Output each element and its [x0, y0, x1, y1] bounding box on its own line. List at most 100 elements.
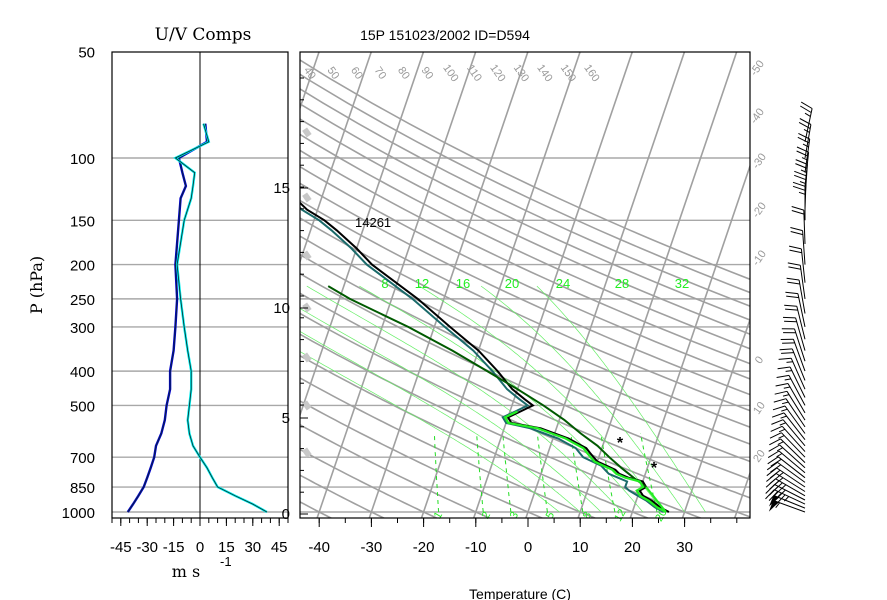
isotherm [786, 17, 887, 519]
height-tick-label: 5 [282, 410, 290, 427]
barb-staff [804, 138, 811, 173]
temperature-tick-label: 20 [624, 539, 641, 556]
temperature-tick-label: 0 [524, 539, 532, 556]
isotherm [0, 17, 122, 519]
barb-half [783, 496, 790, 502]
barb-half [775, 502, 780, 509]
barb-staff [799, 265, 806, 299]
barb-full [767, 456, 779, 465]
barb-full [769, 469, 781, 479]
moist-adiabat [359, 285, 644, 513]
isotherm [733, 470, 750, 518]
barb-full [777, 366, 791, 370]
barb-half [778, 435, 785, 439]
uv-line-outline-0 [127, 123, 208, 513]
pressure-ticks: 50 100 150 200 250 300 400 500 700 850 1000 [62, 44, 95, 522]
barb-staff [788, 375, 806, 406]
isotherm [300, 52, 320, 111]
uv-x-axis-exponent: -1 [220, 554, 232, 569]
barb-full [786, 295, 799, 299]
level-marker: * [617, 435, 624, 452]
barb-half [777, 441, 784, 446]
isotherm [368, 52, 529, 518]
barb-staff [777, 461, 806, 483]
height-tick-label: 15 [273, 180, 290, 197]
parcel-lower-green [503, 410, 667, 513]
barb-full [775, 383, 789, 387]
barb-full [774, 390, 788, 395]
grey-line-tag [302, 302, 312, 313]
mixing-ratio-line [433, 433, 440, 513]
wind-barbs [765, 101, 813, 513]
skewt-profiles [300, 201, 670, 513]
barb-half [784, 378, 791, 381]
dry-adiabat [300, 87, 750, 307]
barb-full [790, 227, 803, 232]
barb-half [798, 191, 806, 195]
barb-full [788, 266, 801, 270]
barb-full [772, 487, 783, 498]
dry-adiabat [300, 423, 492, 518]
temperature-tick-label: -20 [413, 539, 435, 556]
barb-staff [779, 444, 806, 469]
barb-full [770, 464, 781, 473]
barb-staff [775, 473, 806, 492]
pressure-tick-label: 400 [70, 364, 95, 381]
barb-half [783, 386, 791, 389]
temperature-ticks: -40 -30 -20 -10 0 10 20 30 [308, 518, 738, 556]
barb-half [776, 447, 783, 452]
dry-adiabat [300, 102, 750, 321]
pressure-tick-label: 850 [70, 480, 95, 497]
barb-full [785, 308, 798, 311]
adiabat-label: 130 [511, 62, 531, 84]
pressure-tick-label: 500 [70, 398, 95, 415]
uv-x-tick-label: 0 [196, 539, 204, 556]
barb-full [773, 398, 787, 403]
moist-adiabat-label: 8 [381, 276, 388, 291]
barb-full [770, 425, 783, 432]
uv-x-ticks: -45 -30 -15 0 15 30 45 [110, 518, 289, 556]
barb-full [779, 348, 793, 351]
barb-full [800, 105, 812, 113]
barb-full [776, 494, 786, 505]
isotherm-label: -40 [748, 106, 767, 126]
barb-staff [778, 450, 806, 474]
barb-staff [786, 391, 806, 421]
barb-full [770, 458, 782, 467]
barb-full [788, 245, 802, 250]
barb-full [792, 181, 806, 187]
mixing-ratio-line [536, 433, 548, 513]
adiabat-label: 40 [301, 65, 318, 82]
barb-full [795, 163, 808, 169]
pressure-tick-label: 700 [70, 450, 95, 467]
barb-staff [777, 456, 806, 479]
moist-adiabat [300, 308, 602, 513]
dry-adiabat [300, 333, 703, 518]
dry-adiabat [300, 73, 750, 294]
grey-line-tag [302, 250, 312, 261]
dry-adiabat [300, 448, 439, 518]
barb-full [794, 170, 807, 177]
moist-adiabat-label: 20 [505, 276, 519, 291]
barb-staff [802, 230, 806, 265]
barb-half [785, 370, 792, 372]
barb-full [785, 291, 798, 295]
dry-adiabat [300, 165, 750, 380]
barb-full [795, 159, 808, 165]
barb-staff [798, 279, 806, 314]
dry-adiabat [300, 272, 750, 481]
uv-series [126, 123, 268, 514]
isotherm-label: -30 [750, 151, 769, 171]
barb-full [776, 374, 790, 378]
barb-full [782, 316, 796, 319]
moist-adiabat [536, 285, 706, 513]
dry-adiabat [300, 235, 750, 445]
barb-full [789, 249, 803, 254]
barb-half [776, 453, 783, 458]
barb-full [772, 482, 783, 492]
moist-adiabat-label: 28 [615, 276, 629, 291]
pressure-tick-label: 150 [70, 213, 95, 230]
barb-half [781, 408, 788, 412]
uv-line-outline-1 [174, 123, 268, 513]
pressure-tick-label: 1000 [62, 505, 95, 522]
